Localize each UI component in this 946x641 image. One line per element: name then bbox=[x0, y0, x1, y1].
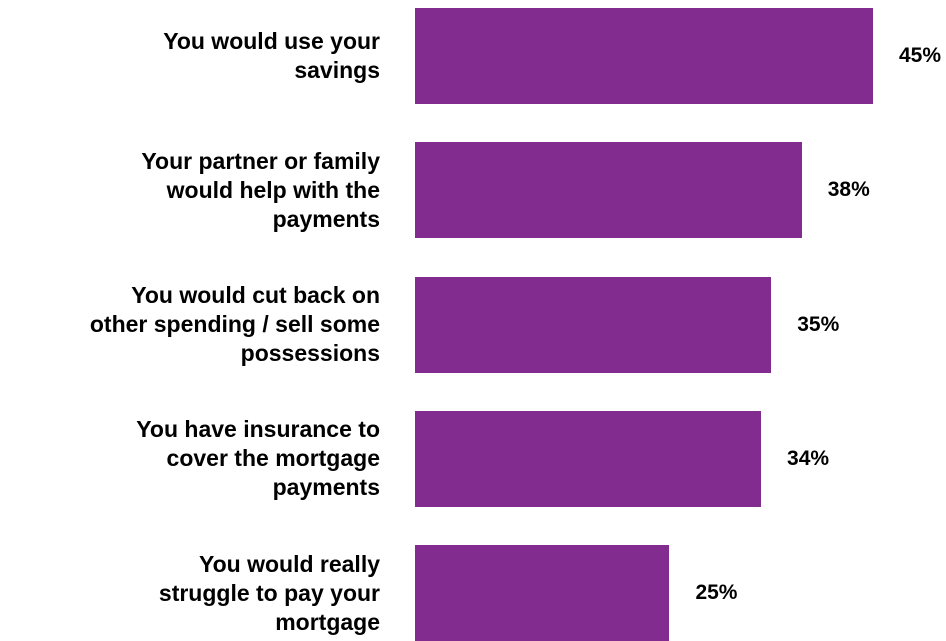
category-label-line: other spending / sell some bbox=[89, 311, 380, 337]
category-label: Your partner or family would help with th… bbox=[0, 147, 380, 234]
category-label-line: payments bbox=[272, 474, 380, 501]
data-label: 45% bbox=[899, 44, 942, 67]
bar bbox=[415, 410, 762, 507]
data-label: 35% bbox=[797, 312, 840, 336]
category-label: You have insurance to cover the mortgage p… bbox=[0, 415, 380, 502]
category-label-line: You would really bbox=[198, 550, 380, 577]
category-label-line: mortgage bbox=[275, 608, 380, 635]
category-label-line: possessions bbox=[240, 340, 380, 366]
bar bbox=[415, 276, 772, 373]
category-label-line: You have insurance to bbox=[136, 416, 380, 443]
category-label: You would use your savings bbox=[0, 27, 380, 85]
category-label-line: cover the mortgage bbox=[166, 445, 380, 472]
category-label-line: You would cut back on bbox=[131, 282, 380, 308]
data-label: 25% bbox=[695, 581, 738, 604]
category-label-line: Your partner or family bbox=[141, 147, 380, 174]
bar bbox=[415, 8, 873, 104]
category-label-line: savings bbox=[294, 57, 380, 83]
category-label: You would cut back on other spending / se… bbox=[0, 281, 380, 368]
category-label-line: would help with the bbox=[166, 176, 380, 203]
category-label-line: You would use your bbox=[163, 28, 380, 54]
data-label: 38% bbox=[827, 178, 870, 202]
category-label-line: payments bbox=[272, 205, 380, 232]
data-label: 34% bbox=[787, 446, 830, 470]
bar bbox=[415, 545, 670, 641]
category-label: You would really struggle to pay your mort… bbox=[0, 550, 380, 637]
bar bbox=[415, 142, 802, 239]
category-label-line: struggle to pay your bbox=[158, 579, 380, 606]
